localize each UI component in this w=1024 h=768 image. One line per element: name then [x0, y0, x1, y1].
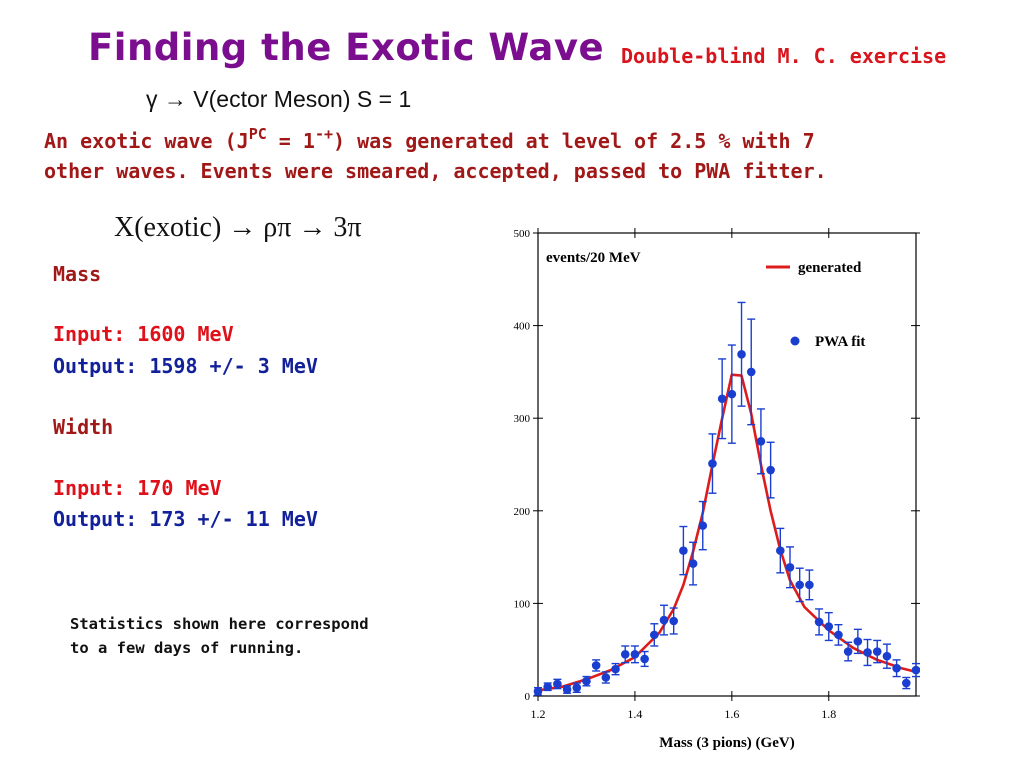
pwa-fit-point: [863, 648, 872, 657]
pwa-fit-point: [601, 673, 611, 682]
width-input: Input: 170 MeV: [53, 476, 222, 500]
pwa-fit-point: [892, 663, 901, 673]
slide-subtitle: Double-blind M. C. exercise: [621, 44, 947, 68]
y-tick-label: 500: [514, 228, 531, 240]
description-text: An exotic wave (JPC = 1-+) was generated…: [44, 126, 827, 186]
pwa-fit-point: [766, 465, 775, 475]
pwa-fit-point: [591, 661, 601, 670]
pwa-fit-point: [659, 615, 669, 625]
mass-output: Output: 1598 +/- 3 MeV: [53, 354, 318, 378]
pwa-fit-point: [698, 521, 708, 530]
pwa-fit-point: [717, 394, 727, 404]
pwa-fit-point: [630, 650, 640, 659]
x-axis-label: Mass (3 pions) (GeV): [659, 735, 794, 751]
decay-formula: X(exotic) → ρπ → 3π: [114, 212, 362, 243]
y-tick-label: 200: [514, 506, 531, 518]
pwa-fit-point: [650, 630, 659, 640]
pwa-fit-point: [620, 650, 630, 659]
y-tick-label: 0: [525, 691, 531, 703]
pwa-fit-point: [679, 546, 688, 555]
legend-pwa-label: PWA fit: [815, 334, 865, 350]
pwa-fit-point: [611, 664, 620, 674]
y-axis-label: events/20 MeV: [546, 250, 641, 266]
description-line-1: An exotic wave (JPC = 1-+) was generated…: [44, 125, 815, 154]
y-tick-label: 400: [514, 321, 531, 333]
pwa-fit-point: [776, 546, 785, 555]
slide-title: Finding the Exotic Wave: [88, 26, 605, 69]
legend-generated-label: generated: [798, 260, 862, 276]
x-tick-label: 1.2: [531, 707, 546, 721]
description-line-2: other waves. Events were smeared, accept…: [44, 159, 827, 183]
pwa-fit-point: [572, 683, 582, 692]
legend-pwa-swatch: [790, 336, 800, 346]
y-tick-label: 300: [514, 413, 531, 425]
pwa-fit-point: [872, 647, 882, 656]
pwa-fit-point: [834, 630, 843, 640]
pwa-fit-point: [911, 665, 920, 675]
pwa-fit-point: [737, 350, 746, 359]
pwa-fit-point: [688, 559, 698, 568]
plot-frame: [537, 232, 917, 697]
x-tick-label: 1.4: [627, 707, 642, 721]
pwa-fit-point: [756, 437, 766, 446]
y-tick-label: 100: [514, 598, 531, 610]
pwa-fit-point: [669, 616, 678, 626]
pwa-fit-point: [543, 682, 552, 692]
pwa-fit-point: [843, 647, 853, 656]
width-output: Output: 173 +/- 11 MeV: [53, 507, 318, 531]
pwa-fit-point: [553, 679, 562, 689]
statistics-note: Statistics shown here correspond to a fe…: [70, 612, 369, 660]
statistics-note-line-1: Statistics shown here correspond: [70, 615, 369, 633]
pwa-fit-point: [785, 562, 795, 572]
pwa-fit-point: [853, 637, 863, 646]
pwa-fit-point: [562, 685, 572, 694]
x-tick-label: 1.6: [724, 707, 739, 721]
pwa-fit-point: [814, 617, 824, 627]
pwa-fit-point: [902, 678, 911, 688]
pwa-fit-point: [727, 389, 737, 399]
pwa-fit-point: [805, 580, 814, 590]
pwa-fit-point: [882, 651, 892, 661]
mass-input: Input: 1600 MeV: [53, 322, 234, 346]
mass-spectrum-chart: 0 100 200 300 400 500 1.2 1.4 1.6 1.8 events/20 Me…: [514, 228, 920, 751]
pwa-fit-point: [640, 654, 649, 664]
pwa-fit-point: [746, 367, 756, 377]
reaction-line: γ → V(ector Meson) S = 1: [146, 86, 412, 112]
pwa-fit-point: [824, 622, 834, 631]
pwa-fit-point: [533, 687, 543, 696]
mass-heading: Mass: [53, 262, 102, 286]
pwa-fit-point: [708, 459, 717, 468]
pwa-fit-point: [795, 580, 804, 590]
pwa-fit-point: [582, 676, 591, 686]
statistics-note-line-2: to a few days of running.: [70, 639, 304, 657]
x-tick-label: 1.8: [821, 707, 836, 721]
width-heading: Width: [53, 415, 114, 439]
